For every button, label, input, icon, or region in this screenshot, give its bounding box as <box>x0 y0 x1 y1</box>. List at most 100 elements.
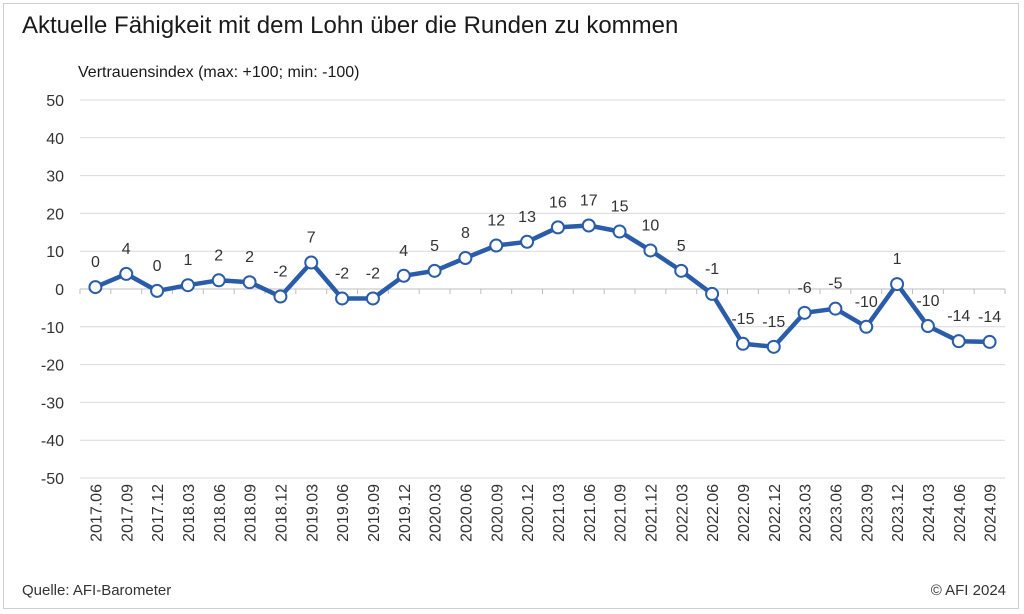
x-tick-label: 2023.09 <box>859 484 876 542</box>
data-point <box>180 278 195 293</box>
x-tick-label: 2020.12 <box>520 484 537 542</box>
y-tick-label: 0 <box>55 282 64 299</box>
data-point <box>828 301 843 316</box>
y-tick-label: -40 <box>41 433 64 450</box>
y-tick-label: 20 <box>46 206 64 223</box>
data-label: -14 <box>947 308 970 325</box>
data-point <box>705 286 720 301</box>
data-label: 16 <box>549 194 567 211</box>
data-label: 1 <box>893 251 902 268</box>
data-point <box>520 234 535 249</box>
data-label: -14 <box>978 309 1001 326</box>
x-tick-label: 2021.06 <box>582 484 599 542</box>
data-label: -2 <box>273 264 287 281</box>
y-tick-label: -30 <box>41 395 64 412</box>
data-label: 1 <box>183 252 192 269</box>
x-tick-label: 2022.09 <box>736 484 753 542</box>
data-point <box>365 291 380 306</box>
x-tick-label: 2019.12 <box>397 484 414 542</box>
x-tick-label: 2021.03 <box>551 484 568 542</box>
data-point <box>458 251 473 266</box>
x-tick-label: 2020.09 <box>489 484 506 542</box>
data-point <box>797 305 812 320</box>
data-point <box>859 319 874 334</box>
x-tick-label: 2023.12 <box>890 484 907 542</box>
x-tick-label: 2018.06 <box>212 484 229 542</box>
data-point <box>643 243 658 258</box>
data-label: -2 <box>335 265 349 282</box>
data-label: 8 <box>461 225 470 242</box>
x-tick-label: 2021.09 <box>613 484 630 542</box>
x-tick-label: 2022.03 <box>674 484 691 542</box>
data-label: -6 <box>797 280 811 297</box>
y-tick-label: -20 <box>41 358 64 375</box>
y-axis-label: Vertrauensindex (max: +100; min: -100) <box>78 64 359 81</box>
x-tick-label: 2019.06 <box>335 484 352 542</box>
data-label: -10 <box>855 294 878 311</box>
x-tick-label: 2019.03 <box>304 484 321 542</box>
data-point <box>150 283 165 298</box>
x-tick-label: 2022.12 <box>767 484 784 542</box>
x-tick-label: 2017.06 <box>88 484 105 542</box>
x-tick-label: 2018.03 <box>181 484 198 542</box>
x-tick-label: 2018.09 <box>243 484 260 542</box>
data-point <box>304 255 319 270</box>
series-line <box>93 223 992 350</box>
data-label: -10 <box>916 293 939 310</box>
data-point <box>273 289 288 304</box>
data-label: 2 <box>214 247 223 264</box>
x-tick-label: 2017.09 <box>119 484 136 542</box>
data-label: 12 <box>487 213 505 230</box>
data-point <box>489 238 504 253</box>
data-point <box>335 291 350 306</box>
data-point <box>242 275 257 290</box>
data-label: 2 <box>245 249 254 266</box>
x-tick-label: 2024.06 <box>952 484 969 542</box>
data-label: 10 <box>642 217 660 234</box>
data-label: 5 <box>430 238 439 255</box>
y-tick-label: -50 <box>41 471 64 488</box>
data-point <box>674 263 689 278</box>
y-tick-label: 40 <box>46 131 64 148</box>
x-tick-label: 2021.12 <box>643 484 660 542</box>
chart-title: Aktuelle Fähigkeit mit dem Lohn über die… <box>22 12 679 39</box>
x-tick-label: 2023.06 <box>828 484 845 542</box>
data-point <box>211 273 226 288</box>
data-label: 15 <box>611 199 629 216</box>
data-point <box>951 334 966 349</box>
data-point <box>427 263 442 278</box>
data-point <box>982 334 997 349</box>
grid-lines <box>79 99 1006 479</box>
x-tick-label: 2020.03 <box>428 484 445 542</box>
data-label: 17 <box>580 192 598 209</box>
copyright-note: © AFI 2024 <box>930 582 1006 599</box>
data-label: 7 <box>307 230 316 247</box>
data-label: 4 <box>399 243 408 260</box>
data-label: -2 <box>366 265 380 282</box>
x-tick-label: 2018.12 <box>273 484 290 542</box>
data-point <box>396 268 411 283</box>
data-point <box>612 224 627 239</box>
data-label: -15 <box>762 314 785 331</box>
x-tick-label: 2022.06 <box>705 484 722 542</box>
data-point <box>581 218 596 233</box>
data-label: -1 <box>705 261 719 278</box>
data-point <box>119 266 134 281</box>
y-tick-label: 30 <box>46 169 64 186</box>
data-label: -15 <box>731 311 754 328</box>
x-tick-label: 2024.09 <box>983 484 1000 542</box>
data-point <box>550 220 565 235</box>
y-axis-ticks: 50 40 30 20 10 0 -10 -20 -30 -40 -50 <box>41 93 64 488</box>
data-label: 13 <box>518 209 536 226</box>
data-point <box>88 280 103 295</box>
y-tick-label: 10 <box>46 244 64 261</box>
x-tick-label: 2024.03 <box>921 484 938 542</box>
source-note: Quelle: AFI-Barometer <box>22 582 172 599</box>
y-tick-label: 50 <box>46 93 64 110</box>
x-axis-ticks: 2017.06 2017.09 2017.12 2018.03 2018.06 2018.… <box>88 484 999 542</box>
data-point <box>890 277 905 292</box>
chart-frame <box>3 3 1019 609</box>
data-label: 4 <box>122 241 131 258</box>
